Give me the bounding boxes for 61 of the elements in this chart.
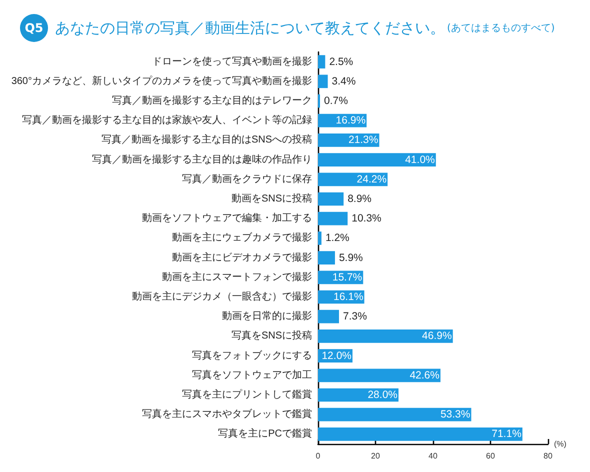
chart-title: あなたの日常の写真／動画生活について教えてください。: [55, 18, 445, 38]
y-tick-label: 写真をソフトウェアで加工: [192, 368, 312, 381]
y-tick-label: 360°カメラなど、新しいタイプのカメラを使って写真や動画を撮影: [11, 74, 312, 87]
bar: [318, 212, 348, 226]
bar: [318, 74, 328, 88]
bar: [318, 55, 326, 68]
x-tick-label: 0: [316, 452, 321, 460]
x-axis-title: (%): [554, 440, 567, 448]
y-tick-label: 写真を主にスマホやタブレットで鑑賞: [142, 408, 312, 420]
data-label: 42.6%: [410, 369, 440, 382]
data-label: 41.0%: [405, 154, 435, 166]
data-label: 10.3%: [352, 212, 382, 225]
bar: [318, 408, 472, 422]
data-label: 3.4%: [332, 75, 356, 88]
data-label: 8.9%: [348, 193, 372, 205]
bar: [318, 310, 339, 324]
bar: [318, 153, 436, 166]
data-label: 16.1%: [334, 291, 364, 303]
x-tick-label: 40: [428, 452, 438, 460]
y-tick-label: 動画を主にビデオカメラで撮影: [172, 251, 312, 264]
data-label: 21.3%: [348, 134, 378, 146]
x-tick-label: 20: [371, 452, 380, 460]
x-tick-label: 80: [544, 452, 553, 460]
data-label: 53.3%: [440, 408, 470, 421]
x-tick-label: 60: [486, 452, 496, 460]
bar: [318, 192, 344, 206]
y-tick-label: 写真を主にPCで鑑賞: [218, 428, 312, 440]
y-tick-label: 写真／動画を撮影する主な目的はSNSへの投稿: [101, 134, 312, 146]
data-label: 46.9%: [422, 330, 452, 342]
bar: [318, 428, 522, 441]
y-tick-label: 動画を日常的に撮影: [222, 310, 312, 322]
y-tick-label: 動画をソフトウェアで編集・加工する: [142, 212, 312, 224]
data-label: 15.7%: [332, 271, 362, 284]
y-tick-label: 写真をSNSに投稿: [231, 330, 312, 342]
y-tick-label: 動画を主にスマートフォンで撮影: [162, 270, 312, 283]
data-label: 5.9%: [338, 252, 363, 264]
data-label: 24.2%: [356, 173, 387, 186]
data-label: 7.3%: [342, 310, 367, 323]
y-tick-label: 写真をフォトブックにする: [192, 349, 312, 362]
data-label: 16.9%: [336, 114, 366, 127]
data-label: 12.0%: [322, 350, 352, 362]
bar: [318, 251, 335, 264]
bar: [318, 330, 453, 343]
bar: [318, 232, 322, 245]
chart-subtitle: (あてはまるものすべて): [447, 22, 555, 35]
bar: [318, 172, 388, 186]
data-label: 2.5%: [329, 56, 354, 68]
y-tick-label: ドローンを使って写真や動画を撮影: [152, 55, 312, 68]
y-tick-label: 動画を主にウェブカメラで撮影: [172, 232, 312, 244]
y-tick-label: 写真を主にプリントして鑑賞: [182, 388, 312, 400]
data-label: 0.7%: [324, 95, 348, 107]
data-label: 28.0%: [368, 389, 398, 401]
data-label: 71.1%: [492, 428, 522, 440]
y-tick-label: 写真／動画をクラウドに保存: [182, 172, 312, 185]
y-tick-label: 写真／動画を撮影する主な目的は趣味の作品作り: [92, 153, 312, 166]
y-tick-label: 動画をSNSに投稿: [231, 192, 312, 204]
data-label: 1.2%: [325, 232, 350, 244]
y-tick-label: 写真／動画を撮影する主な目的はテレワーク: [112, 94, 312, 106]
bar: [318, 368, 440, 382]
y-tick-label: 動画を主にデジカメ（一眼含む）で撮影: [132, 290, 312, 302]
y-tick-label: 写真／動画を撮影する主な目的は家族や友人、イベント等の記録: [22, 114, 312, 126]
